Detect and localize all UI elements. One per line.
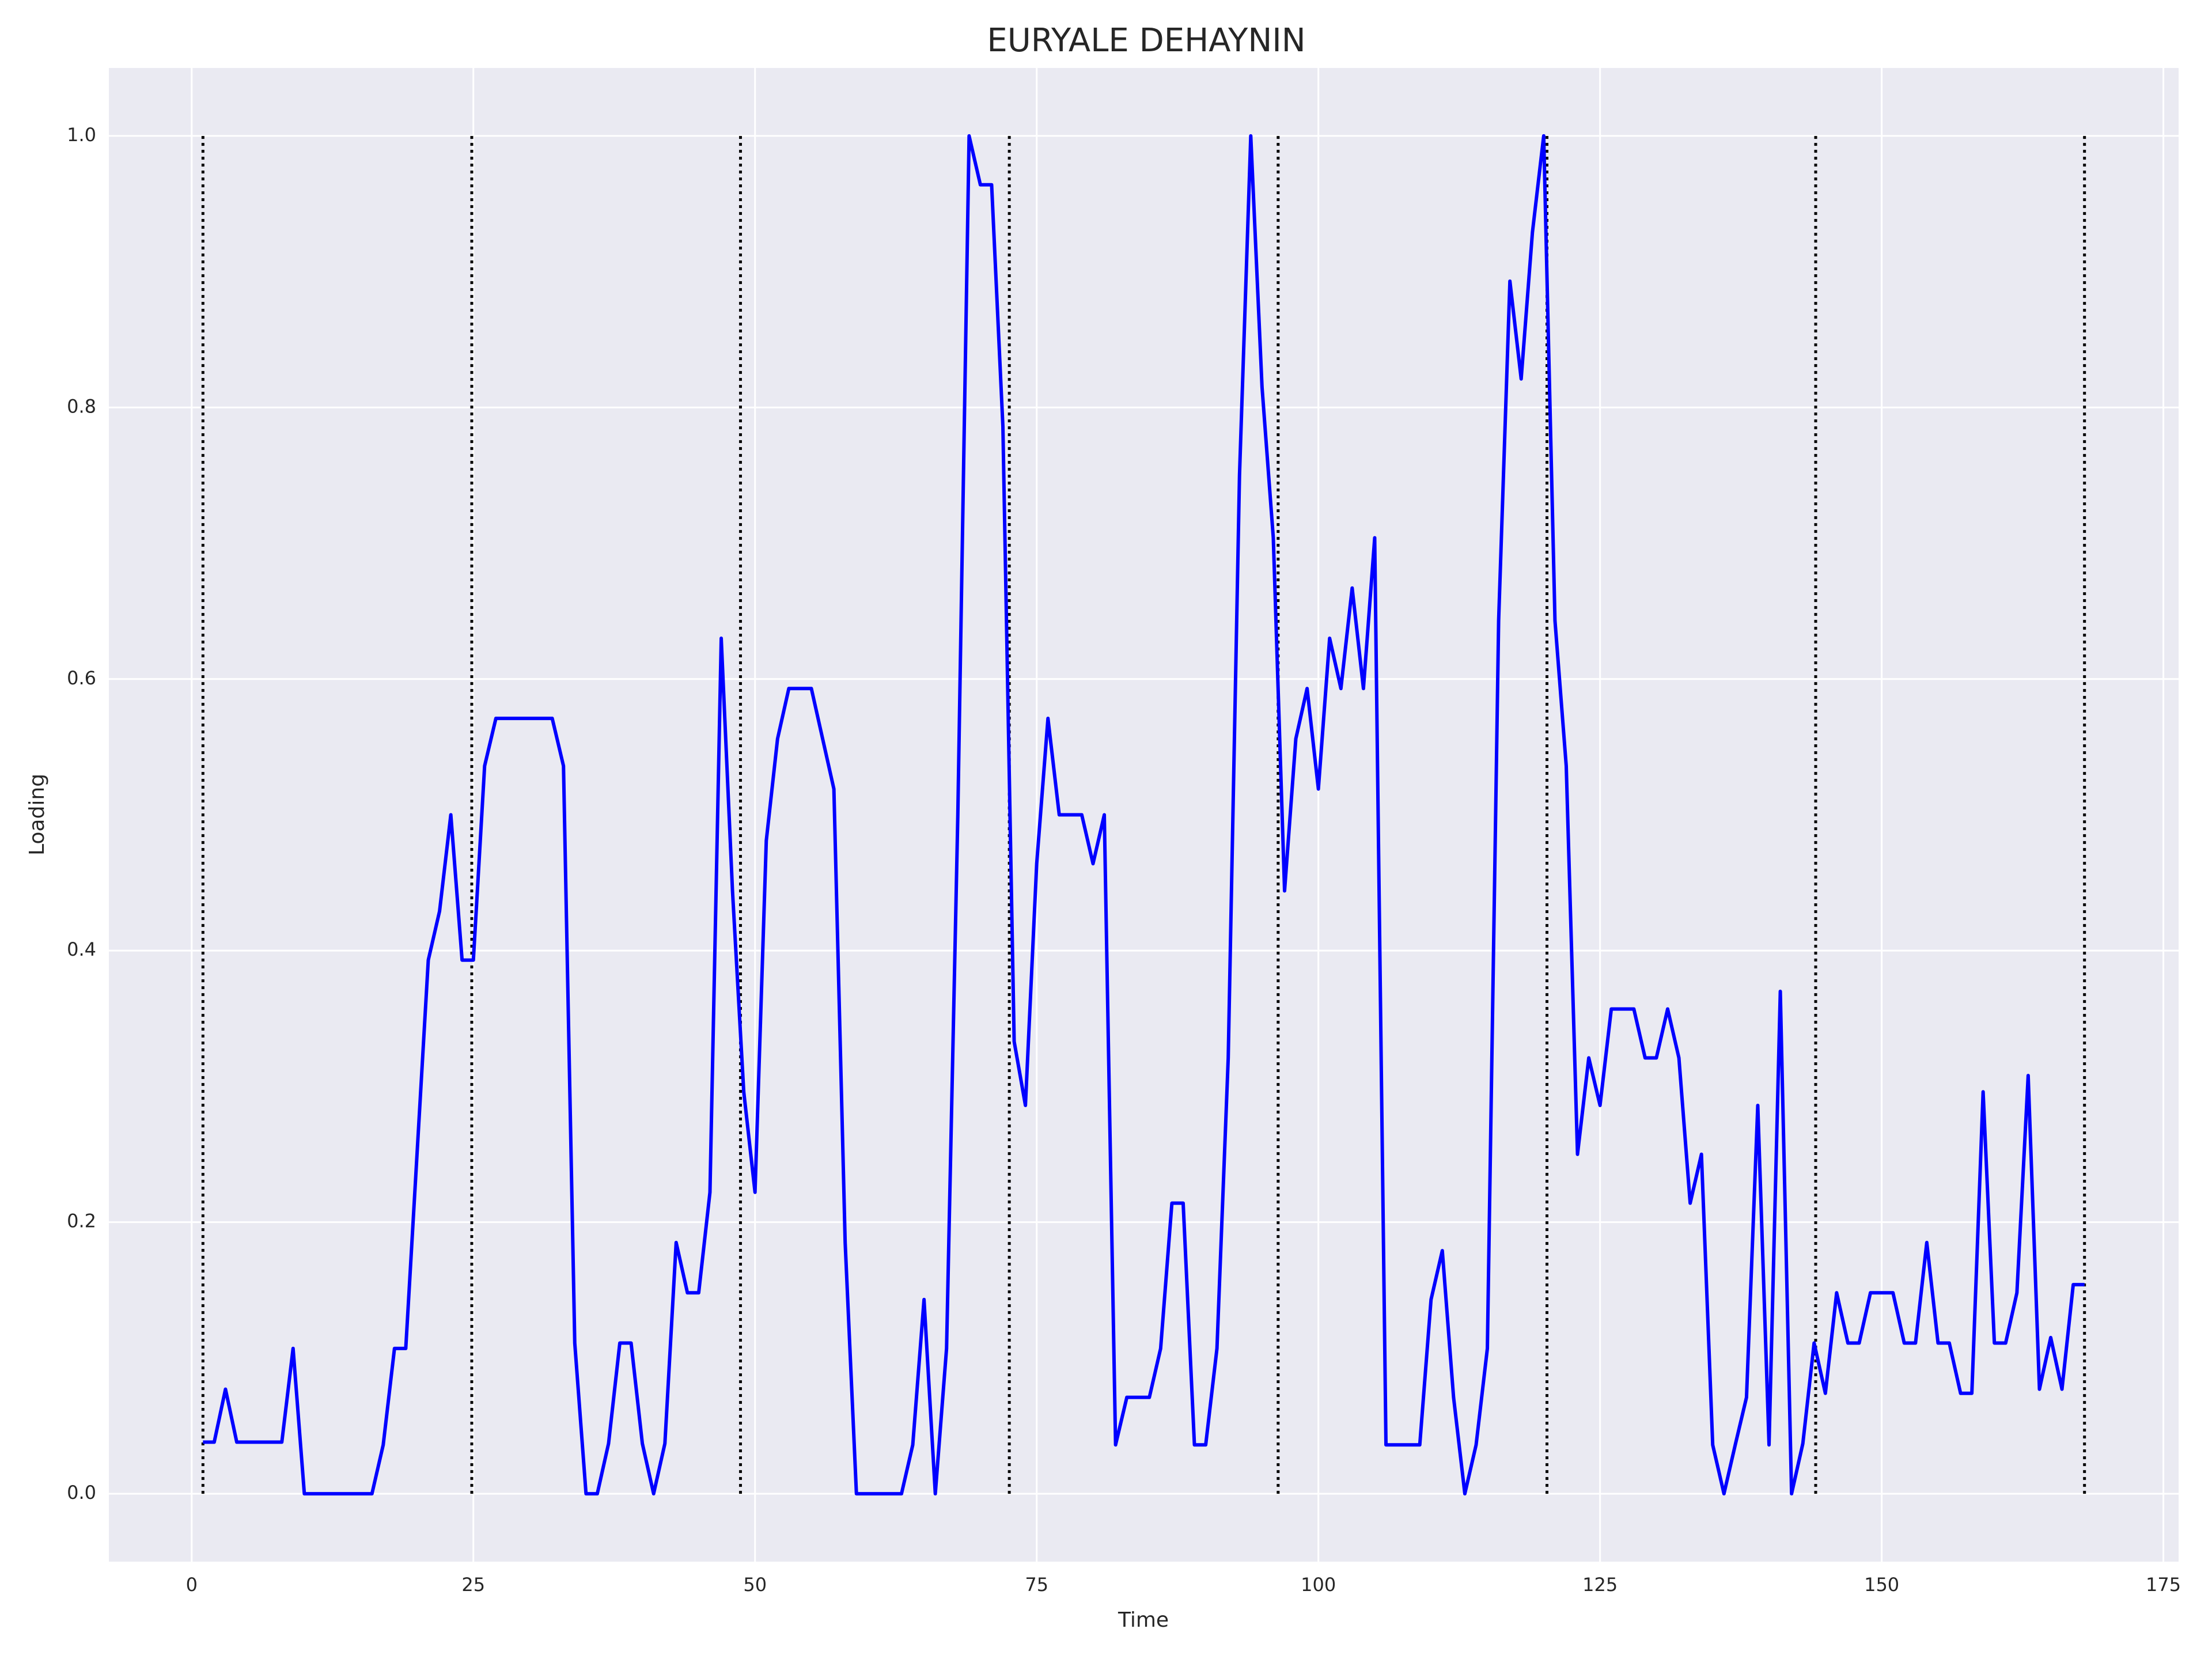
data-line	[203, 134, 2085, 1496]
y-axis-label: Loading	[25, 774, 49, 855]
x-tick-label: 100	[1301, 1574, 1336, 1596]
x-axis-label: Time	[1118, 1608, 1169, 1632]
x-tick-label: 175	[2146, 1574, 2181, 1596]
y-tick-label: 1.0	[67, 124, 96, 146]
y-tick-label: 0.4	[67, 938, 96, 960]
x-tick-label: 50	[743, 1574, 767, 1596]
x-tick-label: 150	[1864, 1574, 1899, 1596]
x-tick-label: 0	[186, 1574, 198, 1596]
y-tick-label: 0.6	[67, 667, 96, 689]
x-tick-label: 25	[461, 1574, 485, 1596]
y-tick-label: 0.0	[67, 1482, 96, 1503]
plot-area	[109, 68, 2179, 1562]
y-tick-label: 0.2	[67, 1210, 96, 1232]
x-tick-label: 125	[1582, 1574, 1618, 1596]
chart-title: EURYALE DEHAYNIN	[987, 22, 1305, 59]
x-tick-label: 75	[1025, 1574, 1048, 1596]
y-tick-label: 0.8	[67, 395, 96, 417]
